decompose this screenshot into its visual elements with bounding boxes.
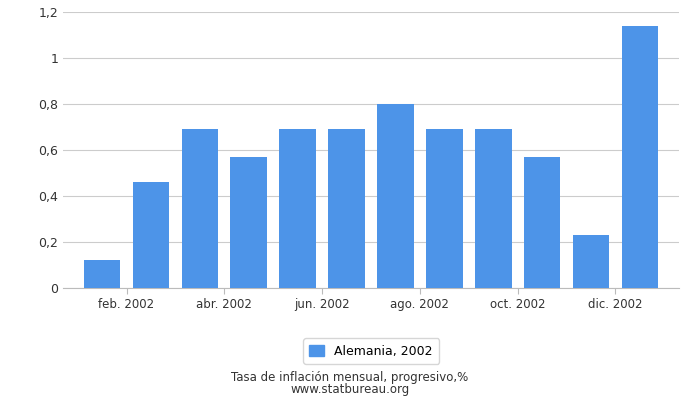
Bar	[377, 104, 414, 288]
Bar	[181, 129, 218, 288]
Bar	[573, 235, 609, 288]
Bar	[328, 129, 365, 288]
Text: Tasa de inflación mensual, progresivo,%: Tasa de inflación mensual, progresivo,%	[232, 372, 468, 384]
Bar	[622, 26, 658, 288]
Bar	[279, 129, 316, 288]
Bar	[426, 129, 463, 288]
Bar	[475, 129, 512, 288]
Bar	[230, 157, 267, 288]
Legend: Alemania, 2002: Alemania, 2002	[303, 338, 439, 364]
Bar	[84, 260, 120, 288]
Bar	[133, 182, 169, 288]
Text: www.statbureau.org: www.statbureau.org	[290, 384, 410, 396]
Bar	[524, 157, 561, 288]
